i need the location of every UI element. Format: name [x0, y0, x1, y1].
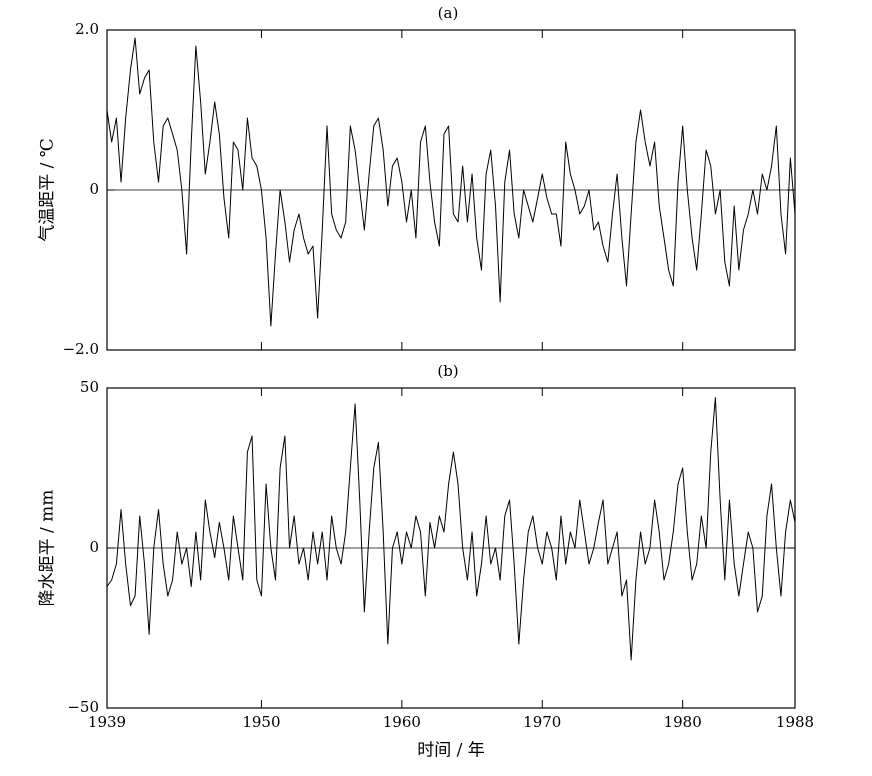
- panel-title: (a): [438, 4, 459, 22]
- y-tick-label: −2.0: [63, 340, 99, 358]
- panel-title: (b): [437, 362, 458, 380]
- y-tick-label: 50: [80, 378, 99, 396]
- y-tick-label: 2.0: [75, 20, 99, 38]
- x-tick-label: 1980: [664, 713, 702, 731]
- y-axis-label: 降水距平 / mm: [38, 490, 58, 607]
- y-axis-label: 气温距平 / ℃: [38, 138, 58, 242]
- x-tick-label: 1988: [776, 713, 814, 731]
- data-line: [106, 397, 796, 661]
- data-line: [106, 37, 796, 327]
- x-tick-label: 1950: [242, 713, 280, 731]
- y-tick-label: −50: [67, 698, 99, 716]
- y-tick-label: 0: [89, 538, 99, 556]
- x-tick-label: 1970: [523, 713, 561, 731]
- x-tick-label: 1939: [88, 713, 126, 731]
- x-tick-label: 1960: [383, 713, 421, 731]
- y-tick-label: 0: [89, 180, 99, 198]
- x-axis-label: 时间 / 年: [417, 741, 485, 761]
